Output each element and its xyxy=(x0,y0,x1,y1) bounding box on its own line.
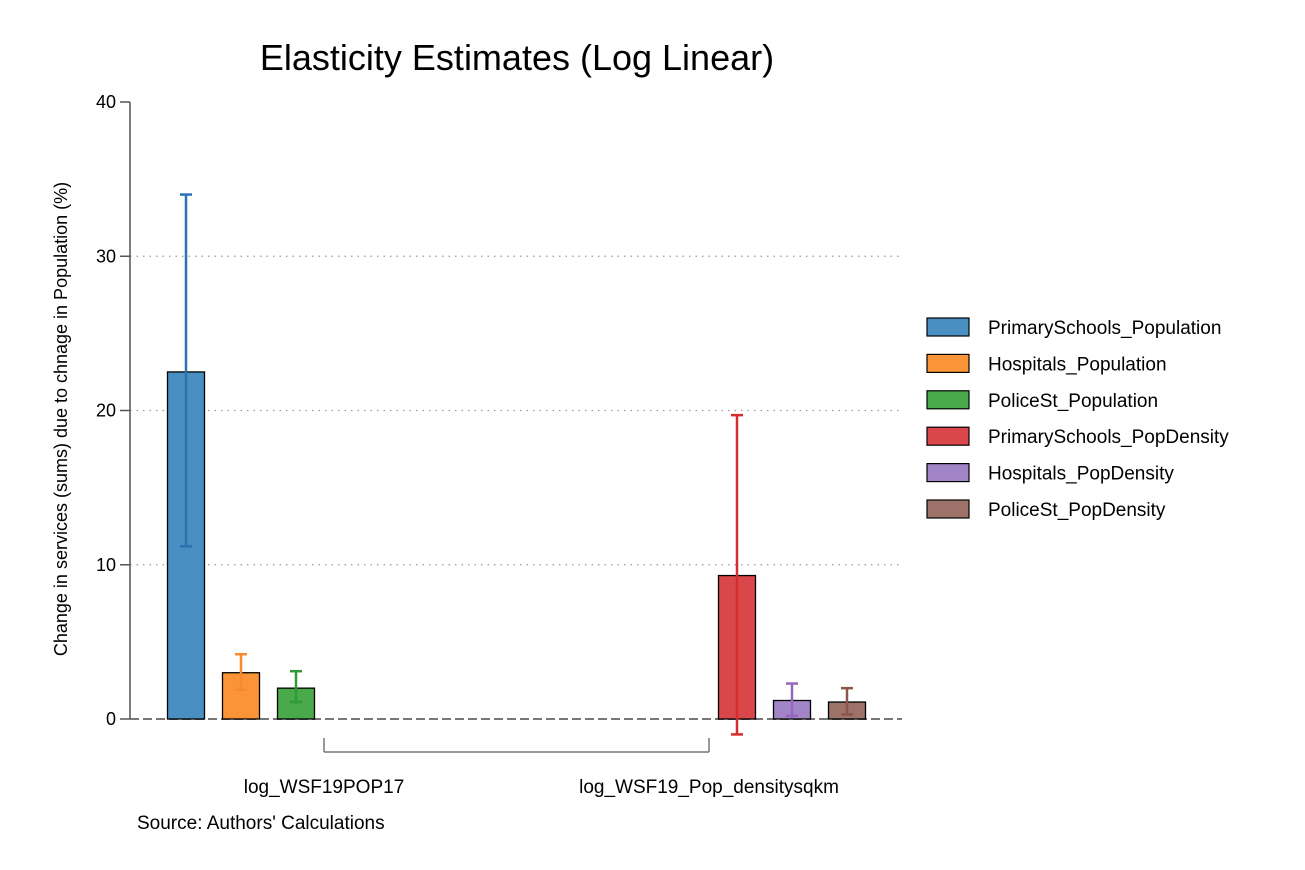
bar xyxy=(276,687,316,720)
legend-label: PrimarySchools_PopDensity xyxy=(988,427,1229,448)
source-note: Source: Authors' Calculations xyxy=(137,813,385,834)
legend-swatch xyxy=(926,353,970,373)
chart-title: Elasticity Estimates (Log Linear) xyxy=(260,37,774,78)
y-tick-label: 20 xyxy=(96,401,116,421)
legend-label: PoliceSt_PopDensity xyxy=(988,500,1166,521)
bar xyxy=(221,672,261,720)
bars-layer xyxy=(166,193,867,736)
legend-swatch xyxy=(926,463,970,483)
x-axis: log_WSF19POP17 log_WSF19_Pop_densitysqkm xyxy=(244,738,839,798)
y-tick-label: 0 xyxy=(106,709,116,729)
legend-label: Hospitals_Population xyxy=(988,354,1167,375)
legend-label: PrimarySchools_Population xyxy=(988,318,1221,339)
legend-swatch xyxy=(926,426,970,446)
legend-label: Hospitals_PopDensity xyxy=(988,464,1174,485)
gridlines xyxy=(130,255,902,720)
x-category-label: log_WSF19POP17 xyxy=(244,777,405,798)
legend-swatch xyxy=(926,317,970,337)
legend-label: PoliceSt_Population xyxy=(988,391,1158,412)
y-tick-label: 10 xyxy=(96,555,116,575)
y-tick-label: 40 xyxy=(96,92,116,112)
legend-swatch xyxy=(926,390,970,410)
y-axis: 0 10 20 30 40 xyxy=(96,92,131,729)
x-category-label: log_WSF19_Pop_densitysqkm xyxy=(579,777,839,798)
y-tick-label: 30 xyxy=(96,246,116,266)
legend: PrimarySchools_Population Hospitals_Popul… xyxy=(926,317,1229,521)
legend-swatch xyxy=(926,499,970,519)
y-axis-title: Change in services (sums) due to chnage … xyxy=(51,182,71,656)
